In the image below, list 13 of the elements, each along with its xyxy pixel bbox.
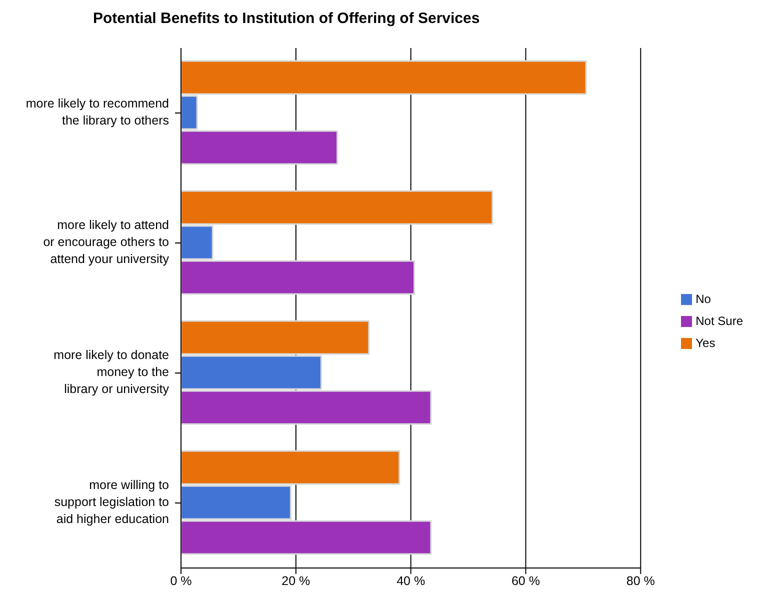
- x-tick-label: 40 %: [396, 574, 426, 588]
- x-tick-label: 80 %: [626, 574, 655, 588]
- legend-label: No: [696, 292, 711, 306]
- y-tick-label: more likely to donate money to the library or university: [54, 348, 170, 396]
- y-tick-label: more likely to recommend the library to others: [26, 96, 170, 128]
- y-tick-label: more likely to attend or encourage others to attend your university: [43, 218, 170, 266]
- x-tick-label: 0 %: [170, 574, 192, 588]
- chart-title: Potential Benefits to Institution of Offering of Services: [92, 9, 481, 29]
- y-tick-label: more willing to support legislation to aid higher education: [54, 478, 170, 526]
- legend-label: Not Sure: [696, 314, 743, 328]
- x-tick-label: 60 %: [511, 574, 540, 588]
- x-tick-label: 20 %: [282, 574, 310, 588]
- legend-label: Yes: [696, 336, 716, 350]
